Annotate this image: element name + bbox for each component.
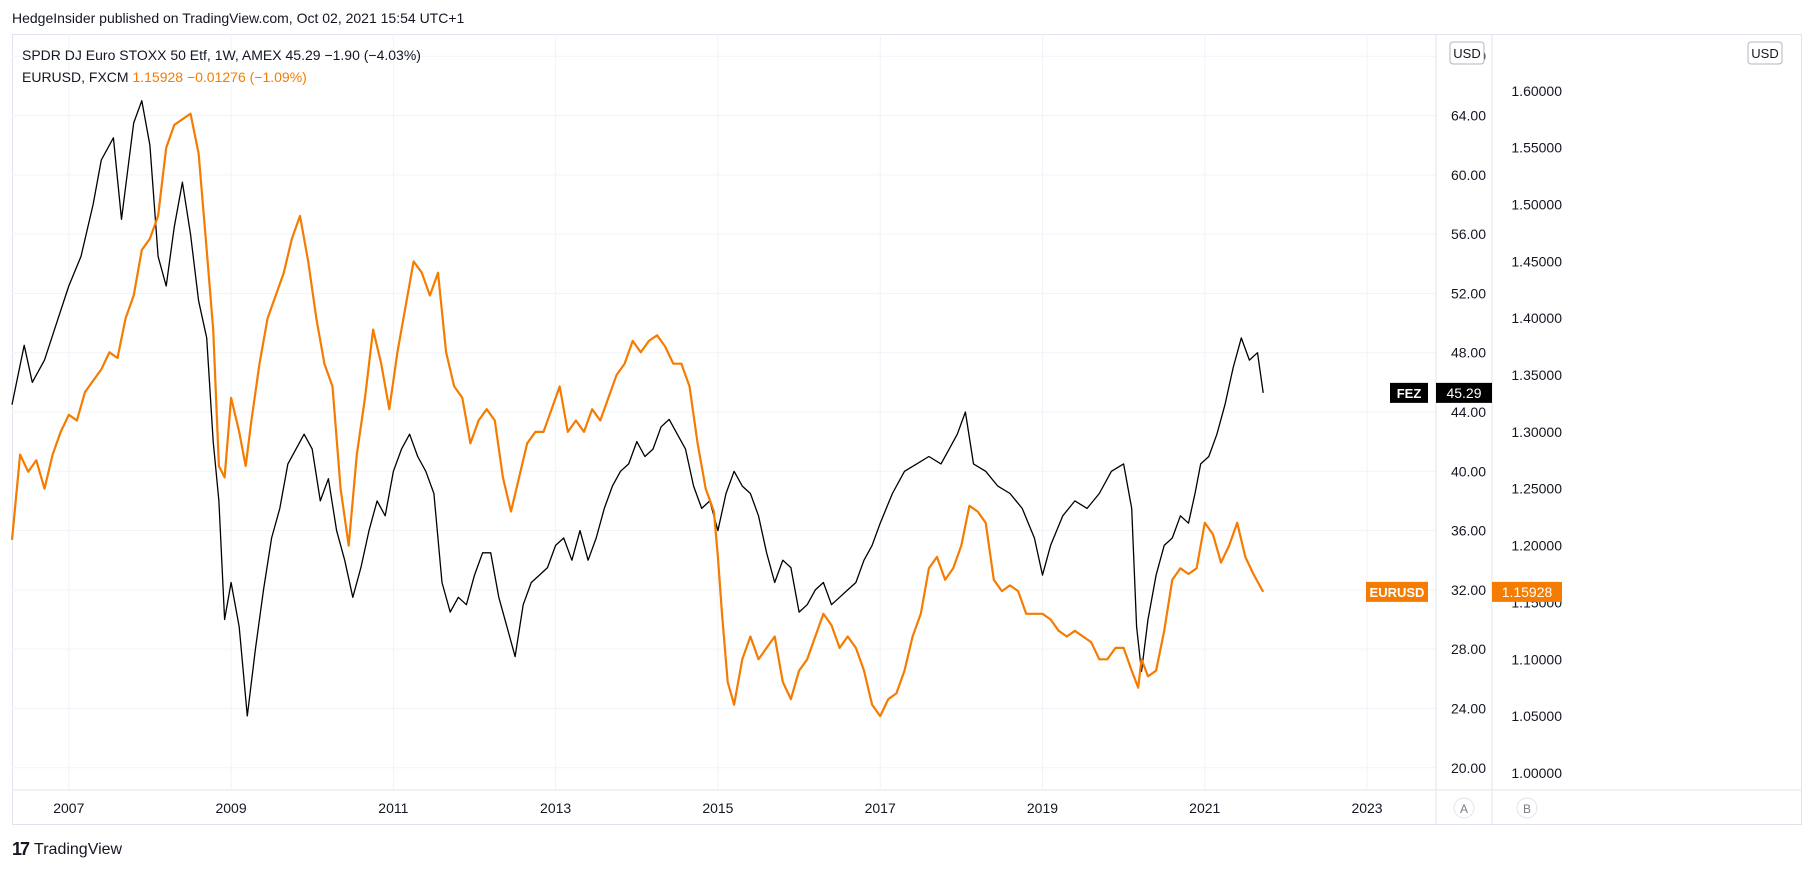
legend-eurusd[interactable]: EURUSD, FXCM 1.15928 −0.01276 (−1.09%) [22, 66, 421, 88]
legend: SPDR DJ Euro STOXX 50 Etf, 1W, AMEX 45.2… [22, 44, 421, 88]
x-axis-tick: 2017 [865, 800, 896, 816]
legend-eurusd-last: 1.15928 [132, 69, 184, 85]
tradingview-logo-icon: 17 [12, 839, 30, 859]
x-axis-tick: 2013 [540, 800, 571, 816]
right-axis-tick: 1.35000 [1511, 367, 1562, 383]
right-axis-tick: 1.20000 [1511, 538, 1562, 554]
tradingview-logo-text: TradingView [34, 840, 123, 858]
left-axis-tick: 48.00 [1451, 345, 1486, 361]
left-axis-unit: USD [1453, 46, 1480, 61]
right-axis-tick: 1.55000 [1511, 140, 1562, 156]
right-axis-tick: 1.60000 [1511, 83, 1562, 99]
series-name-label-fez: FEZ [1397, 386, 1422, 401]
left-axis-tick: 20.00 [1451, 760, 1486, 776]
left-axis-tick: 32.00 [1451, 582, 1486, 598]
legend-fez-last: 45.29 [285, 47, 321, 63]
series-value-label-eurusd: 1.15928 [1502, 584, 1553, 600]
axes-layer: 68.0064.0060.0056.0052.0048.0044.0040.00… [12, 34, 1802, 825]
scale-button-b[interactable] [1516, 797, 1538, 819]
left-axis-tick: 36.00 [1451, 523, 1486, 539]
right-axis-tick: 1.40000 [1511, 310, 1562, 326]
right-axis-tick: 1.00000 [1511, 765, 1562, 781]
legend-eurusd-name: EURUSD, FXCM [22, 69, 129, 85]
series-value-tag-fez [1436, 382, 1492, 403]
scale-button-a[interactable] [1453, 797, 1475, 819]
right-axis-unit-box [1747, 41, 1783, 65]
left-axis-tick: 64.00 [1451, 108, 1486, 124]
right-axis-tick: 1.45000 [1511, 253, 1562, 269]
x-axis-tick: 2015 [702, 800, 733, 816]
series-name-tag-fez [1390, 382, 1428, 403]
chart-frame [12, 34, 1802, 825]
left-axis-tick: 24.00 [1451, 700, 1486, 716]
legend-fez-change: −1.90 (−4.03%) [324, 47, 421, 63]
legend-fez[interactable]: SPDR DJ Euro STOXX 50 Etf, 1W, AMEX 45.2… [22, 44, 421, 66]
x-axis-tick: 2009 [215, 800, 246, 816]
right-axis-tick: 1.30000 [1511, 424, 1562, 440]
right-axis-unit: USD [1751, 46, 1778, 61]
series-layer [10, 100, 1265, 718]
left-axis-tick: 60.00 [1451, 167, 1486, 183]
series-value-tag-eurusd [1492, 581, 1562, 602]
left-axis-tick: 56.00 [1451, 226, 1486, 242]
legend-eurusd-change: −0.01276 (−1.09%) [186, 69, 307, 85]
left-axis-tick: 28.00 [1451, 641, 1486, 657]
legend-fez-name: SPDR DJ Euro STOXX 50 Etf, 1W, AMEX [22, 47, 282, 63]
series-name-label-eurusd: EURUSD [1370, 585, 1425, 600]
series-line-fez [11, 100, 1264, 717]
scale-button-b-label: B [1523, 802, 1531, 816]
x-axis-tick: 2019 [1027, 800, 1058, 816]
right-axis-tick: 1.05000 [1511, 708, 1562, 724]
right-axis-tick: 1.25000 [1511, 481, 1562, 497]
series-name-tag-eurusd [1366, 581, 1428, 602]
series-value-label-fez: 45.29 [1446, 385, 1481, 401]
scale-button-a-label: A [1460, 802, 1468, 816]
left-axis-unit-box [1449, 41, 1485, 65]
right-axis-tick: 1.50000 [1511, 197, 1562, 213]
publish-line: HedgeInsider published on TradingView.co… [12, 10, 465, 26]
left-axis-tick: 44.00 [1451, 404, 1486, 420]
x-axis-tick: 2011 [378, 800, 408, 816]
x-axis-tick: 2021 [1189, 800, 1220, 816]
right-axis-tick: 1.10000 [1511, 651, 1562, 667]
left-axis-tick: 52.00 [1451, 285, 1486, 301]
left-axis-tick: 40.00 [1451, 463, 1486, 479]
x-axis-tick: 2007 [53, 800, 84, 816]
x-axis-tick: 2023 [1351, 800, 1382, 816]
tradingview-logo[interactable]: 17 TradingView [12, 839, 122, 860]
series-line-eurusd [10, 112, 1265, 718]
